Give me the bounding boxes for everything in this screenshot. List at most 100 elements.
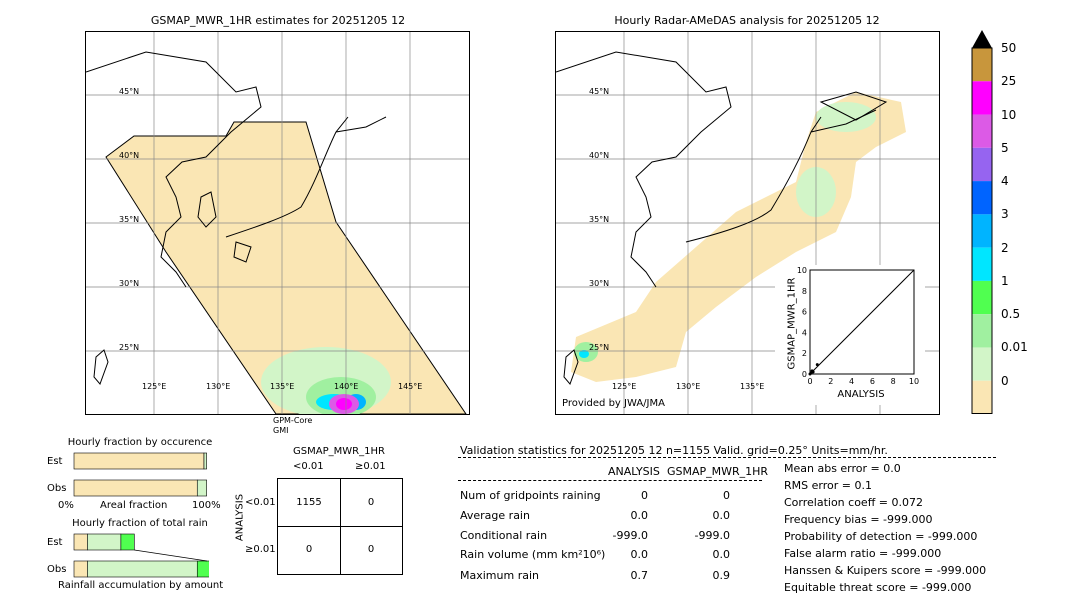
lon-label: 135°E — [270, 382, 295, 391]
score-line: Frequency bias = -999.000 — [784, 513, 933, 526]
x-tick-label: 4 — [849, 377, 854, 386]
stat-gsmap-value: 0.9 — [712, 569, 731, 582]
colorbar-extend-arrow — [972, 30, 992, 48]
x-tick-label: 0 — [807, 377, 812, 386]
lat-label: 45°N — [589, 87, 610, 96]
lon-label: 135°E — [740, 382, 765, 391]
radar-coverage-area — [571, 92, 906, 382]
contingency-row-lt: <0.01 — [245, 497, 276, 508]
y-tick-label: 2 — [802, 349, 807, 358]
coast-asia — [556, 51, 732, 288]
colorbar-tick-label: 5 — [1001, 140, 1009, 155]
right-map-canvas — [556, 32, 939, 414]
colorbar-tick-label: 0.5 — [1001, 307, 1021, 322]
rain-cell-cyan — [579, 350, 589, 358]
coast-japan — [225, 116, 387, 238]
score-line: Equitable threat score = -999.000 — [784, 581, 972, 594]
lat-label: 35°N — [589, 215, 610, 224]
scatter-plot: 00 2 2 4 4 6 6 8 8 10 10 — [797, 266, 919, 386]
stat-gsmap-value: 0.0 — [712, 548, 731, 561]
col-gsmap-header: GSMAP_MWR_1HR — [667, 465, 769, 478]
colorbar-segment — [972, 81, 992, 115]
light-rain-area — [816, 102, 876, 132]
lon-label: 140°E — [334, 382, 359, 391]
colorbar-segment — [972, 347, 992, 381]
colorbar-segment — [972, 314, 992, 348]
lat-label: 25°N — [589, 343, 610, 352]
stat-gsmap-value: 0.0 — [712, 509, 731, 522]
contingency-cell: 0 — [367, 544, 375, 555]
bar-segment — [73, 452, 205, 470]
colorbar-frame — [971, 47, 993, 414]
coast-taiwan — [93, 349, 109, 385]
stat-analysis-value: 0.7 — [630, 569, 649, 582]
provider-label: Provided by JWA/JMA — [562, 398, 665, 409]
scatter-inset: 0 0 2 2 4 4 6 6 8 8 10 10 — [775, 265, 925, 405]
contingency-grid: 1155 0 0 0 — [277, 478, 403, 575]
tot-xlabel: Rainfall accumulation by amount — [58, 580, 224, 591]
colorbar-segment — [972, 114, 992, 148]
colorbar-segment — [972, 214, 992, 248]
stat-analysis-value: -999.0 — [612, 529, 648, 542]
x-tick-label: 2 — [828, 377, 833, 386]
occurrence-bars — [73, 452, 207, 497]
lon-label: 130°E — [206, 382, 231, 391]
lat-label: 30°N — [589, 279, 610, 288]
scatter-xlabel: ANALYSIS — [837, 389, 885, 400]
occ-est-label: Est — [47, 456, 63, 467]
y-tick-label: 8 — [802, 287, 807, 296]
lon-label: 130°E — [676, 382, 701, 391]
coast-asia — [86, 51, 262, 288]
heavy-rain-core-2 — [336, 398, 352, 410]
contingency-row-ge: ≥0.01 — [245, 544, 276, 555]
tot-obs-label: Obs — [47, 564, 67, 575]
lon-label: 125°E — [612, 382, 637, 391]
bar-segment — [203, 452, 207, 470]
coast-korea — [197, 191, 217, 228]
stat-gsmap-value: 0 — [723, 489, 730, 502]
occ-xlabel: Areal fraction — [100, 500, 168, 511]
lat-label: 35°N — [119, 215, 140, 224]
y-tick-label: 10 — [797, 266, 807, 275]
contingency-cell: 1155 — [296, 497, 322, 508]
y-tick-label: 0 — [802, 370, 807, 379]
x-tick-label: 6 — [870, 377, 875, 386]
lat-label: 40°N — [119, 151, 140, 160]
scatter-ylabel: GSMAP_MWR_1HR — [786, 277, 798, 370]
score-line: Mean abs error = 0.0 — [784, 462, 901, 475]
validation-subdivider — [458, 480, 762, 481]
contingency-cell: 0 — [367, 497, 375, 508]
colorbar-tick-label: 3 — [1001, 207, 1009, 222]
bar-segment — [73, 560, 88, 578]
bar-segment — [73, 479, 198, 497]
colorbar-tick-label: 1 — [1001, 273, 1009, 288]
stat-label: Num of gridpoints raining — [460, 489, 601, 502]
lat-label: 45°N — [119, 87, 140, 96]
x-tick-label: 10 — [909, 377, 919, 386]
y-tick-label: 4 — [802, 328, 807, 337]
colorbar-tick-label: 4 — [1001, 174, 1009, 189]
x-tick-label: 8 — [891, 377, 896, 386]
colorbar-tick-label: 10 — [1001, 107, 1017, 122]
colorbar-segment — [972, 380, 992, 414]
stat-label: Maximum rain — [460, 569, 539, 582]
satellite-swath — [105, 121, 467, 414]
score-line: RMS error = 0.1 — [784, 479, 872, 492]
reference-diagonal — [809, 269, 915, 375]
col-analysis-header: ANALYSIS — [608, 465, 660, 478]
scatter-point — [811, 370, 815, 374]
validation-divider — [458, 457, 996, 458]
bar-segment — [196, 560, 209, 578]
contingency-cell: 0 — [305, 544, 313, 555]
colorbar-segment — [972, 147, 992, 182]
score-line: Correlation coeff = 0.072 — [784, 496, 923, 509]
colorbar-tick-label: 2 — [1001, 240, 1009, 255]
bar-segment — [87, 533, 122, 551]
occurrence-title: Hourly fraction by occurence — [67, 437, 213, 448]
colorbar-graphic — [971, 30, 993, 414]
colorbar-segment — [972, 48, 992, 82]
contingency-col-ge: ≥0.01 — [355, 461, 386, 472]
lat-label: 40°N — [589, 151, 610, 160]
colorbar-segment — [972, 280, 992, 315]
contingency-side-label: ANALYSIS — [234, 493, 246, 542]
